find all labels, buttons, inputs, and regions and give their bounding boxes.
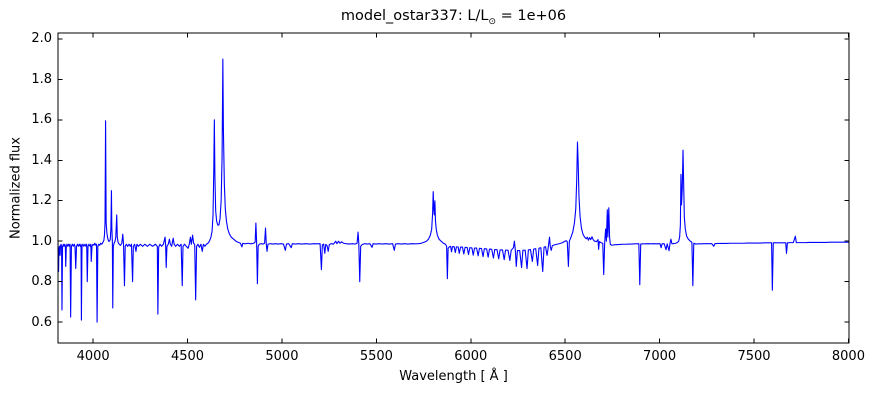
y-tick-label: 1.2 [31,193,52,209]
spectrum-line [57,58,849,323]
y-tick-label: 1.6 [31,112,52,128]
x-axis-label: Wavelength [ Å ] [399,369,508,384]
x-tick-label: 6500 [548,349,582,364]
x-tick-label: 7500 [737,349,771,364]
x-tick-label: 5500 [359,349,393,364]
y-tick-label: 1.0 [31,233,52,249]
y-tick-label: 2.0 [31,31,52,47]
x-tick-label: 8000 [831,349,865,364]
odot-symbol: ⊙ [488,16,496,27]
y-tick-label: 0.6 [31,314,52,330]
y-tick-label: 1.4 [31,152,52,168]
plot-title-text: model_ostar337: L/L [340,8,489,24]
plot-title-suffix: = 1e+06 [496,8,567,24]
x-tick-label: 6000 [454,349,488,364]
x-tick-label: 7000 [643,349,677,364]
x-tick-label: 4000 [76,349,110,364]
axes-frame [57,32,850,344]
x-tick-label: 4500 [170,349,205,364]
plot-title: model_ostar337: L/L⊙ = 1e+06 [58,8,849,27]
y-tick-label: 1.8 [31,71,52,87]
x-tick-label: 5000 [265,349,299,364]
y-tick-label: 0.8 [31,274,52,290]
